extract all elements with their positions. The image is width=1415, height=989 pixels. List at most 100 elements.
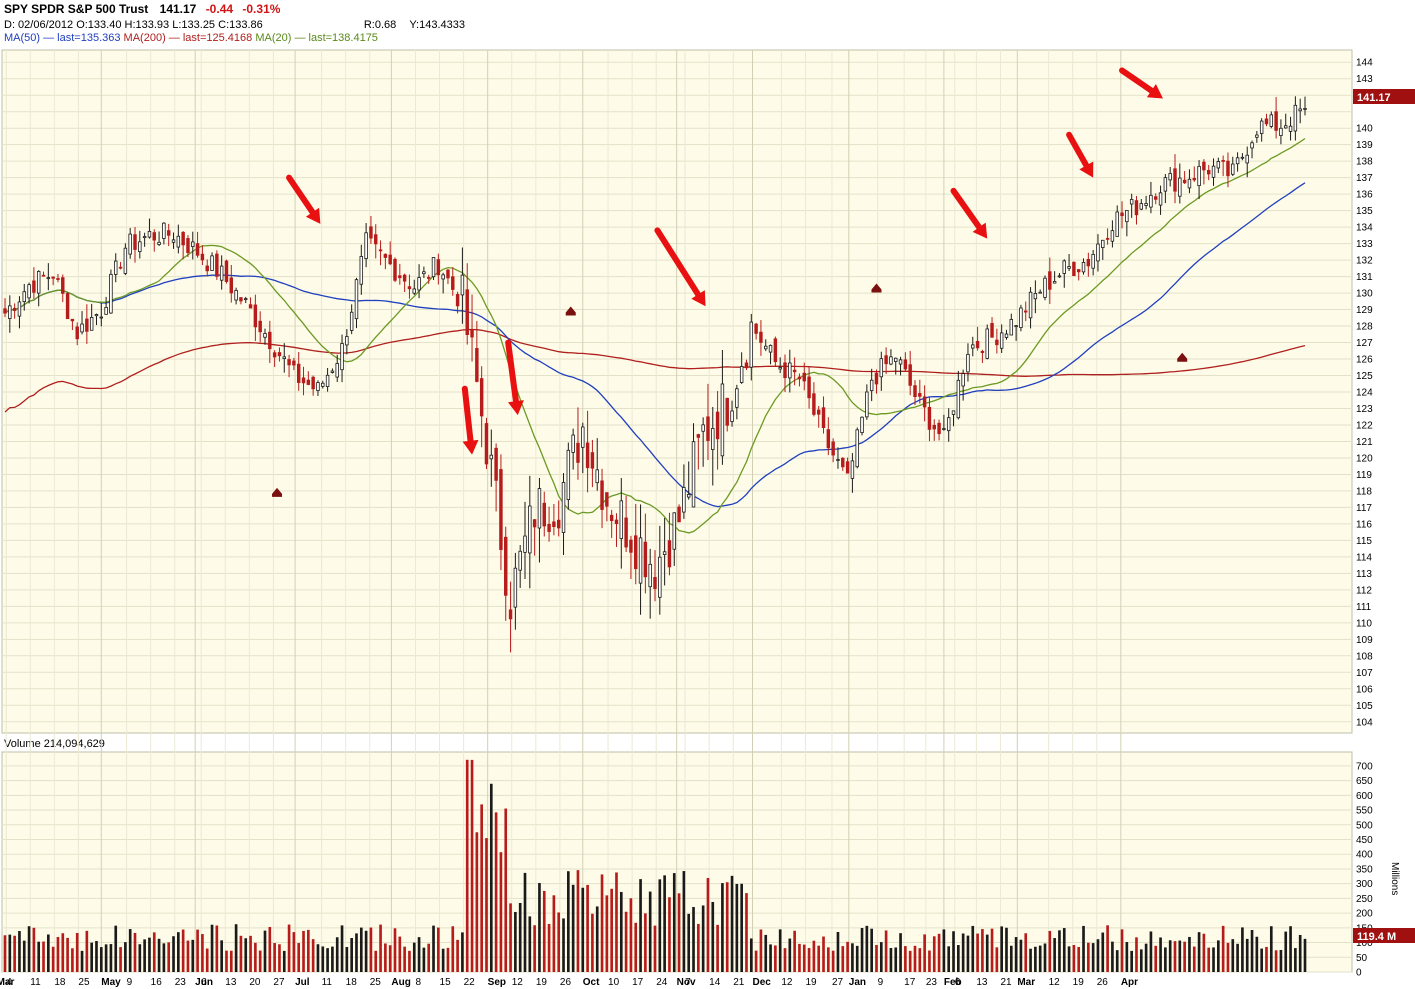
candlestick — [831, 438, 835, 463]
volume-bar — [133, 932, 137, 972]
candle-body — [528, 505, 532, 554]
volume-bar — [446, 947, 450, 972]
candlestick — [662, 517, 667, 586]
candlestick — [1057, 272, 1062, 278]
volume-bar — [254, 942, 257, 972]
candlestick — [1038, 289, 1042, 294]
candle-body — [80, 323, 84, 333]
time-axis-label: 12 — [1049, 977, 1061, 988]
candle-body — [65, 293, 70, 320]
candlestick — [556, 500, 561, 537]
volume-bar — [899, 933, 902, 972]
candlestick — [609, 509, 614, 538]
price-tick-label: 107 — [1356, 668, 1373, 679]
candle-body — [961, 373, 965, 387]
time-axis-label: 4 — [6, 977, 12, 988]
candle-body — [1206, 169, 1211, 175]
low-readout: L:133.25 — [172, 19, 216, 31]
candle-body — [89, 316, 94, 331]
up-chevron-marker-icon — [871, 283, 882, 293]
volume-bar — [605, 895, 609, 972]
candlestick — [1033, 280, 1038, 314]
candlestick — [301, 366, 306, 396]
volume-tick-label: 650 — [1356, 776, 1373, 787]
ma20-line — [4, 137, 1306, 534]
candle-body — [1192, 178, 1196, 181]
volume-bar — [1082, 925, 1085, 972]
candle-body — [1014, 325, 1018, 328]
volume-bar — [860, 928, 864, 972]
candlestick — [879, 351, 884, 391]
volume-bar — [1005, 927, 1008, 972]
volume-bar — [1250, 929, 1254, 972]
volume-bar — [889, 948, 893, 972]
candle-body — [296, 363, 301, 383]
candlestick — [118, 261, 123, 270]
candle-body — [1139, 203, 1144, 210]
volume-bar — [138, 944, 142, 972]
volume-bar — [706, 877, 710, 972]
price-tick-label: 127 — [1356, 338, 1373, 349]
volume-bar — [61, 933, 65, 972]
candlestick — [792, 357, 797, 386]
volume-bar — [769, 944, 772, 972]
volume-bar — [754, 950, 758, 972]
volume-bar — [75, 932, 79, 972]
candle-body — [176, 235, 181, 248]
volume-bar — [186, 940, 190, 972]
candlestick — [1081, 258, 1086, 275]
candle-body — [946, 417, 951, 432]
volume-bar — [981, 929, 984, 972]
candlestick — [1264, 113, 1269, 127]
candle-body — [46, 277, 51, 280]
candlestick — [109, 269, 113, 314]
volume-bar — [600, 874, 604, 972]
candlestick — [561, 473, 566, 556]
candlestick — [629, 535, 633, 579]
candle-body — [27, 284, 31, 299]
candle-body — [75, 326, 79, 340]
candlestick — [422, 266, 426, 279]
candlestick — [913, 380, 917, 406]
candle-body — [966, 354, 970, 373]
candle-body — [1149, 194, 1153, 208]
volume-bar — [1245, 938, 1249, 972]
volume-bar — [1091, 943, 1095, 972]
volume-tick-label: 100 — [1356, 938, 1373, 949]
volume-bar — [1217, 940, 1220, 972]
candle-body — [253, 304, 258, 328]
arrow-shaft — [505, 339, 519, 405]
candlestick — [532, 519, 537, 556]
candlestick — [1255, 130, 1259, 143]
candlestick — [542, 491, 546, 537]
candlestick — [1259, 118, 1264, 142]
high-readout: H:133.93 — [124, 19, 170, 31]
candlestick — [653, 550, 657, 602]
candle-body — [1105, 237, 1110, 240]
volume-bar — [995, 947, 999, 972]
candle-body — [778, 367, 782, 370]
volume-bar — [152, 932, 156, 972]
volume-bar — [470, 759, 474, 972]
candle-body — [1226, 160, 1230, 177]
candlestick — [614, 513, 619, 547]
candlestick — [898, 356, 903, 376]
volume-bar — [1096, 939, 1100, 972]
candlestick — [797, 373, 802, 387]
volume-bar — [557, 912, 561, 972]
volume-bar — [595, 906, 599, 972]
candle-body — [865, 391, 869, 418]
candle-body — [614, 519, 619, 525]
candlestick — [388, 241, 392, 266]
candle-body — [701, 424, 705, 432]
candlestick — [759, 320, 763, 356]
volume-bar — [648, 891, 652, 972]
candle-body — [995, 339, 999, 346]
candle-body — [788, 362, 792, 379]
price-tick-label: 133 — [1356, 239, 1373, 250]
arrow-shaft — [950, 187, 983, 231]
candle-body — [1274, 111, 1278, 131]
volume-bar — [639, 879, 642, 972]
candlestick — [528, 475, 532, 589]
